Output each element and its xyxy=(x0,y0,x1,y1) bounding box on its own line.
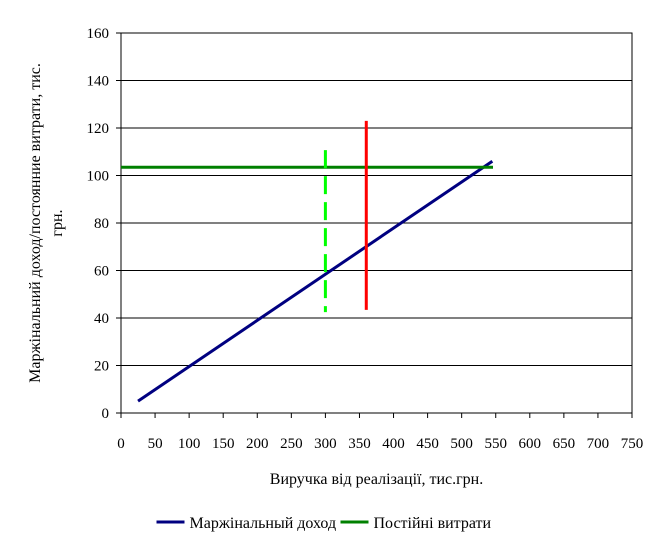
x-tick-label: 100 xyxy=(178,436,201,452)
x-tick-label: 150 xyxy=(212,436,235,452)
x-tick-label: 350 xyxy=(348,436,371,452)
x-tick-label: 300 xyxy=(314,436,337,452)
y-tick-label: 160 xyxy=(87,26,110,42)
y-tick-label: 0 xyxy=(102,406,110,422)
x-tick-label: 700 xyxy=(587,436,610,452)
x-tick-label: 50 xyxy=(148,436,163,452)
x-tick-label: 550 xyxy=(484,436,507,452)
y-tick-label: 120 xyxy=(87,121,110,137)
x-tick-label: 750 xyxy=(621,436,644,452)
plot-border xyxy=(120,32,633,414)
legend-label: Маржінальный доход xyxy=(190,515,337,532)
x-axis-label: Виручка від реалізації, тис.грн. xyxy=(270,471,483,488)
x-tick-label: 450 xyxy=(416,436,439,452)
x-tick-label: 500 xyxy=(450,436,473,452)
x-tick-label: 650 xyxy=(553,436,576,452)
x-tick-label: 400 xyxy=(382,436,405,452)
x-tick-label: 0 xyxy=(117,436,125,452)
y-axis-label: Маржінальний доход/постоянние витрати, т… xyxy=(27,63,44,383)
x-tick-label: 250 xyxy=(280,436,303,452)
y-tick-label: 40 xyxy=(94,311,109,327)
x-tick-label: 200 xyxy=(246,436,269,452)
y-tick-label: 20 xyxy=(94,359,109,375)
y-tick-label: 140 xyxy=(87,74,110,90)
y-axis-label: грн. xyxy=(49,209,66,236)
x-tick-label: 600 xyxy=(519,436,542,452)
y-tick-label: 80 xyxy=(94,216,109,232)
y-tick-label: 100 xyxy=(87,169,110,185)
legend-label: Постійні витрати xyxy=(374,515,492,532)
series-line xyxy=(137,160,494,403)
y-tick-label: 60 xyxy=(94,264,109,280)
